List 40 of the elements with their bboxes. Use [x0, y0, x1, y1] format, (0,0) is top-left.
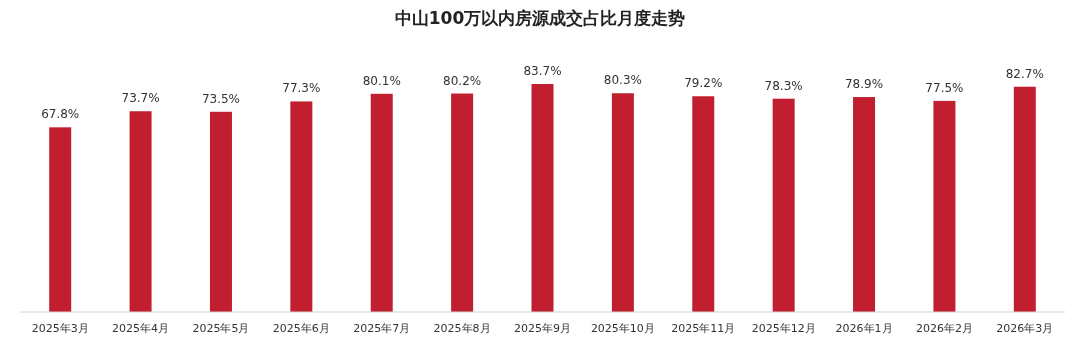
- chart-title: 中山100万以内房源成交占比月度走势: [394, 8, 686, 28]
- data-label: 67.8%: [41, 107, 80, 122]
- bar: [531, 84, 554, 312]
- x-tick-label: 2026年3月: [996, 322, 1054, 335]
- bar: [1013, 86, 1036, 312]
- data-label: 73.7%: [121, 91, 160, 106]
- data-label: 80.1%: [362, 73, 401, 88]
- x-tick-label: 2025年9月: [514, 322, 571, 335]
- x-tick-label: 2025年4月: [112, 322, 170, 335]
- bar: [49, 127, 72, 312]
- data-label: 82.7%: [1005, 66, 1044, 81]
- bar: [772, 98, 795, 312]
- x-tick-label: 2026年2月: [915, 322, 973, 335]
- x-tick-label: 2025年10月: [590, 322, 655, 335]
- bar: [451, 93, 474, 312]
- x-tick-label: 2026年1月: [835, 322, 893, 335]
- data-label: 73.5%: [201, 91, 241, 106]
- bar: [611, 93, 634, 312]
- data-label: 83.7%: [523, 64, 562, 78]
- x-tick-label: 2025年12月: [751, 322, 816, 335]
- data-label: 77.3%: [282, 81, 321, 96]
- data-label: 78.9%: [844, 77, 884, 92]
- data-label: 77.5%: [925, 80, 964, 95]
- bar: [129, 111, 152, 312]
- data-label: 80.3%: [603, 73, 642, 88]
- bar: [370, 93, 393, 312]
- x-tick-label: 2025年5月: [192, 322, 250, 335]
- bar: [290, 101, 313, 312]
- data-label: 80.2%: [443, 73, 482, 88]
- x-tick-label: 2025年11月: [671, 322, 736, 335]
- x-tick-label: 2025年7月: [353, 322, 411, 335]
- bar: [853, 97, 876, 312]
- bar: [933, 100, 956, 312]
- bar: [692, 96, 715, 312]
- data-label: 78.3%: [764, 78, 803, 93]
- x-tick-label: 2025年6月: [272, 322, 330, 335]
- x-tick-label: 2025年8月: [433, 322, 491, 335]
- x-tick-label: 2025年3月: [31, 322, 89, 335]
- bar: [209, 111, 232, 312]
- data-label: 79.2%: [684, 76, 723, 91]
